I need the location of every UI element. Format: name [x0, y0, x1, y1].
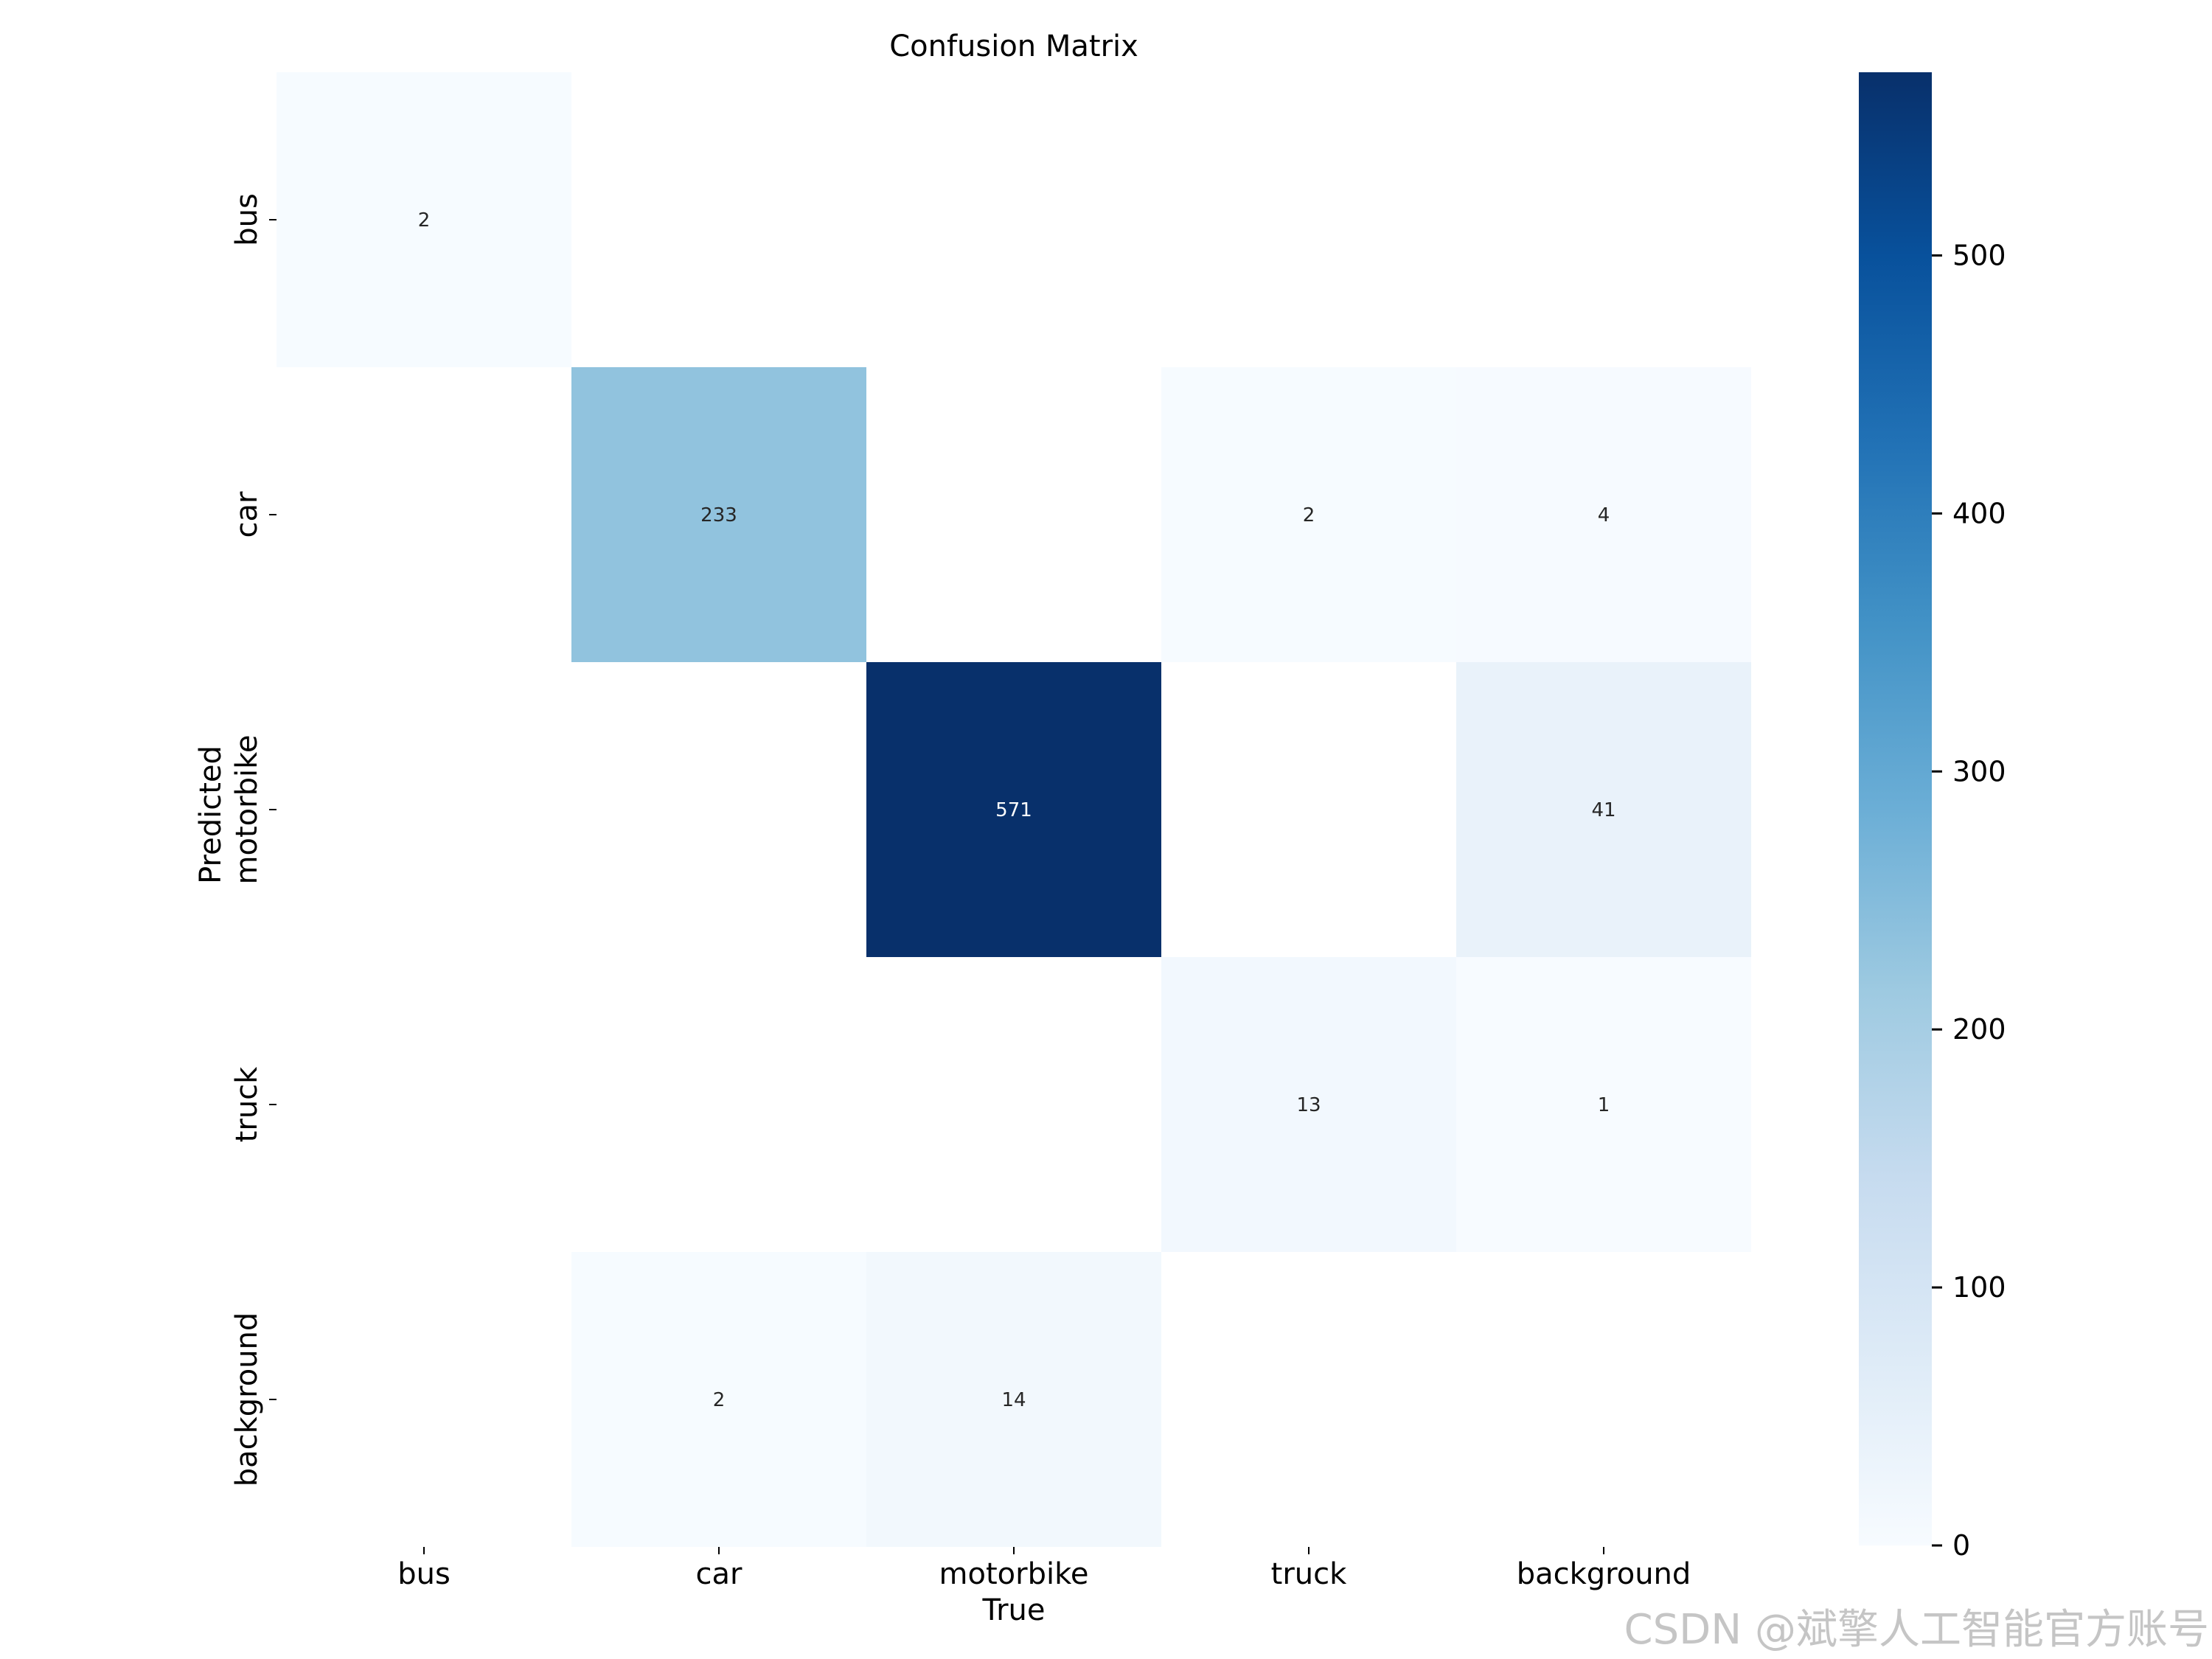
- y-axis-label: Predicted: [194, 745, 228, 884]
- colorbar: [1859, 72, 1932, 1545]
- x-tick-label: background: [1517, 1557, 1691, 1591]
- heatmap-cell: [866, 1252, 1161, 1547]
- colorbar-tick-label: 500: [1952, 239, 2006, 271]
- y-tick-labels: bus car motorbike truck background: [230, 193, 276, 1486]
- watermark: CSDN @斌擎人工智能官方账号: [1624, 1606, 2209, 1654]
- y-tick-label: truck: [230, 1066, 264, 1142]
- x-tick-labels: bus car motorbike truck background: [397, 1547, 1691, 1591]
- chart-title: Confusion Matrix: [889, 29, 1138, 63]
- heatmap-cell: [571, 1252, 866, 1547]
- y-tick-label: background: [230, 1312, 264, 1487]
- y-tick-label: motorbike: [230, 735, 264, 885]
- cell-value-label: 2: [713, 1389, 726, 1411]
- cell-value-label: 14: [1001, 1389, 1026, 1411]
- cell-value-label: 13: [1296, 1094, 1321, 1116]
- x-tick-label: truck: [1271, 1557, 1347, 1591]
- cell-value-label: 4: [1598, 504, 1610, 526]
- heatmap-cell: [1456, 367, 1751, 662]
- colorbar-tick-label: 300: [1952, 755, 2006, 787]
- y-tick-label: bus: [230, 193, 264, 246]
- heatmap-cells: 2 233 2 4 571 41 13 1 2 14: [276, 72, 1751, 1547]
- heatmap-cell: [571, 367, 866, 662]
- x-tick-label: bus: [397, 1557, 451, 1591]
- heatmap-cell: [866, 662, 1161, 957]
- heatmap-cell: [1456, 662, 1751, 957]
- colorbar-tick-label: 400: [1952, 497, 2006, 529]
- heatmap-cell: [1161, 957, 1456, 1252]
- x-tick-label: car: [696, 1557, 743, 1591]
- cell-value-label: 1: [1598, 1094, 1610, 1116]
- cell-value-label: 41: [1591, 799, 1615, 821]
- cell-value-label: 2: [418, 209, 431, 232]
- cell-value-label: 233: [700, 504, 737, 526]
- y-tick-label: car: [230, 491, 264, 538]
- x-tick-label: motorbike: [939, 1557, 1089, 1591]
- cell-value-label: 2: [1303, 504, 1315, 526]
- heatmap-cell: [1161, 367, 1456, 662]
- heatmap-cell: [276, 72, 571, 367]
- colorbar-tick-label: 100: [1952, 1271, 2006, 1304]
- cell-value-label: 571: [995, 799, 1032, 821]
- colorbar-ticks: 0 100 200 300 400 500: [1932, 239, 2006, 1562]
- colorbar-tick-label: 0: [1952, 1529, 1970, 1562]
- heatmap-cell: [1456, 957, 1751, 1252]
- colorbar-tick-label: 200: [1952, 1013, 2006, 1046]
- x-axis-label: True: [982, 1593, 1046, 1627]
